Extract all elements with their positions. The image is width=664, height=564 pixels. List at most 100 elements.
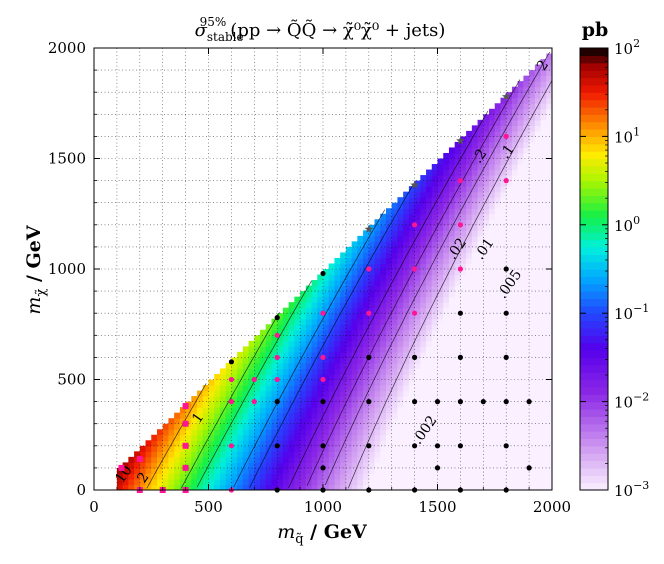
heat-cell: [380, 246, 387, 254]
heat-cell: [191, 412, 198, 419]
heat-cell: [540, 357, 547, 364]
heat-cell: [420, 396, 427, 403]
heat-cell: [328, 440, 336, 447]
heat-cell: [517, 186, 524, 193]
heat-cell: [483, 280, 490, 287]
heat-cell: [534, 186, 542, 193]
heat-cell: [454, 346, 461, 353]
heat-cell: [506, 451, 513, 458]
heat-cell: [523, 103, 530, 110]
heat-cell: [511, 175, 519, 182]
heat-cell: [506, 456, 513, 463]
heat-cell: [454, 429, 461, 436]
heat-cell: [391, 385, 399, 392]
heat-cell: [351, 462, 358, 469]
heat-cell: [311, 302, 318, 309]
heat-cell: [540, 340, 547, 347]
heat-cell: [237, 379, 244, 386]
heat-cell: [534, 379, 542, 386]
heat-cell: [260, 440, 267, 447]
heat-cell: [420, 197, 427, 204]
heat-cell: [517, 274, 524, 281]
heat-cell: [385, 368, 393, 375]
heat-cell: [471, 340, 479, 347]
heat-cell: [506, 396, 513, 403]
heat-cell: [540, 186, 547, 193]
heat-cell: [534, 318, 542, 325]
heat-cell: [506, 478, 513, 486]
heat-cell: [414, 373, 421, 381]
heat-cell: [448, 313, 456, 320]
heat-cell: [340, 484, 347, 490]
heat-cell: [277, 462, 284, 469]
heat-cell: [529, 125, 536, 132]
heat-cell: [323, 335, 330, 342]
heat-cell: [288, 451, 295, 458]
heat-cell: [271, 346, 278, 353]
heat-cell: [534, 302, 542, 309]
heat-cell: [202, 473, 210, 480]
heat-cell: [477, 373, 484, 381]
heat-cell: [529, 423, 536, 430]
heat-cell: [300, 473, 307, 480]
colorbar-band: [580, 276, 608, 285]
heat-cell: [282, 373, 290, 381]
heat-cell: [431, 219, 439, 226]
heat-cell: [197, 440, 204, 447]
heat-cell: [483, 180, 490, 187]
heat-cell: [466, 307, 473, 314]
heat-cell: [116, 467, 124, 475]
heat-cell: [483, 456, 490, 463]
heat-cell: [523, 462, 530, 469]
heat-cell: [340, 280, 347, 287]
heat-cell: [265, 434, 273, 441]
heat-cell: [328, 280, 336, 287]
heat-cell: [311, 396, 318, 403]
heat-cell: [380, 219, 387, 226]
heat-cell: [282, 390, 290, 397]
heat-cell: [431, 302, 439, 309]
heat-cell: [517, 257, 524, 265]
heat-cell: [483, 285, 490, 292]
heat-cell: [380, 478, 387, 486]
heat-cell: [477, 390, 484, 397]
heat-cell: [368, 462, 376, 469]
heat-cell: [489, 362, 496, 370]
heat-cell: [351, 451, 358, 458]
heat-cell: [477, 412, 484, 419]
heat-cell: [431, 390, 439, 397]
heat-cell: [328, 285, 336, 292]
heat-cell: [408, 191, 416, 198]
heat-cell: [494, 103, 502, 110]
heat-cell: [534, 329, 542, 336]
heat-cell: [437, 379, 444, 386]
heat-cell: [448, 175, 456, 182]
heat-cell: [466, 224, 473, 231]
heat-cell: [460, 219, 467, 226]
heat-cell: [420, 224, 427, 231]
heat-cell: [534, 191, 542, 198]
heat-cell: [311, 340, 318, 347]
heat-cell: [294, 318, 301, 325]
data-point: [320, 270, 326, 277]
heat-cell: [506, 186, 513, 193]
heat-cell: [414, 224, 421, 231]
heat-cell: [385, 407, 393, 414]
heat-cell: [403, 291, 410, 298]
heat-cell: [448, 318, 456, 325]
heat-cell: [448, 169, 456, 176]
heat-cell: [494, 429, 502, 436]
heat-cell: [225, 379, 232, 386]
heat-cell: [471, 224, 479, 231]
heat-cell: [294, 462, 301, 469]
heat-cell: [426, 235, 433, 242]
heat-cell: [523, 478, 530, 486]
heat-cell: [489, 313, 496, 320]
heat-cell: [363, 434, 370, 441]
heat-cell: [494, 296, 502, 303]
heat-cell: [471, 351, 479, 359]
heat-cell: [317, 462, 324, 469]
heat-cell: [420, 191, 427, 198]
heat-cell: [523, 335, 530, 342]
data-point: [412, 310, 418, 316]
